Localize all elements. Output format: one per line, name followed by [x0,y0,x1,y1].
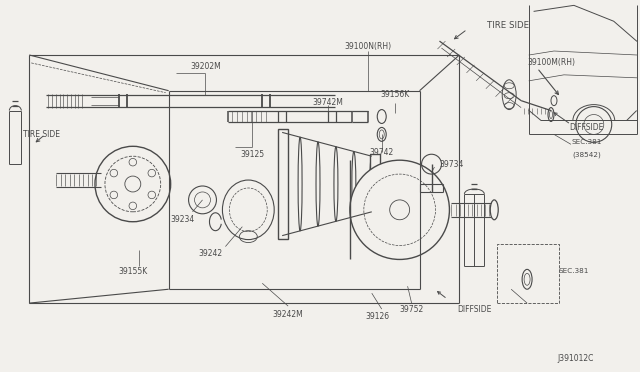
Text: 39156K: 39156K [380,90,410,99]
Text: J391012C: J391012C [557,354,594,363]
Bar [497,244,559,303]
Text: 39100M(RH): 39100M(RH) [527,58,575,67]
Text: 39202M: 39202M [190,62,221,71]
Text: 39734: 39734 [439,160,463,169]
Text: 39242: 39242 [198,249,223,258]
Text: 39742M: 39742M [312,98,344,107]
Text: DIFFSIDE: DIFFSIDE [570,123,604,132]
Text: 39155K: 39155K [118,267,147,276]
Text: 39752: 39752 [399,305,424,314]
Circle shape [350,160,449,259]
Text: TIRE SIDE: TIRE SIDE [23,130,60,139]
Text: TIRE SIDE: TIRE SIDE [487,21,529,30]
Text: (38542): (38542) [572,152,601,158]
Bar [370,154,380,214]
Text: DIFFSIDE: DIFFSIDE [458,305,492,314]
Text: 39126: 39126 [365,311,390,321]
Text: 39742: 39742 [370,148,394,157]
Bar [278,129,288,238]
Text: 39242M: 39242M [273,310,303,318]
Text: SEC.381: SEC.381 [559,268,589,275]
Text: SEC.381: SEC.381 [572,140,602,145]
Text: 39234: 39234 [170,215,195,224]
Text: 39100N(RH): 39100N(RH) [344,42,391,51]
Text: 39125: 39125 [240,150,264,159]
